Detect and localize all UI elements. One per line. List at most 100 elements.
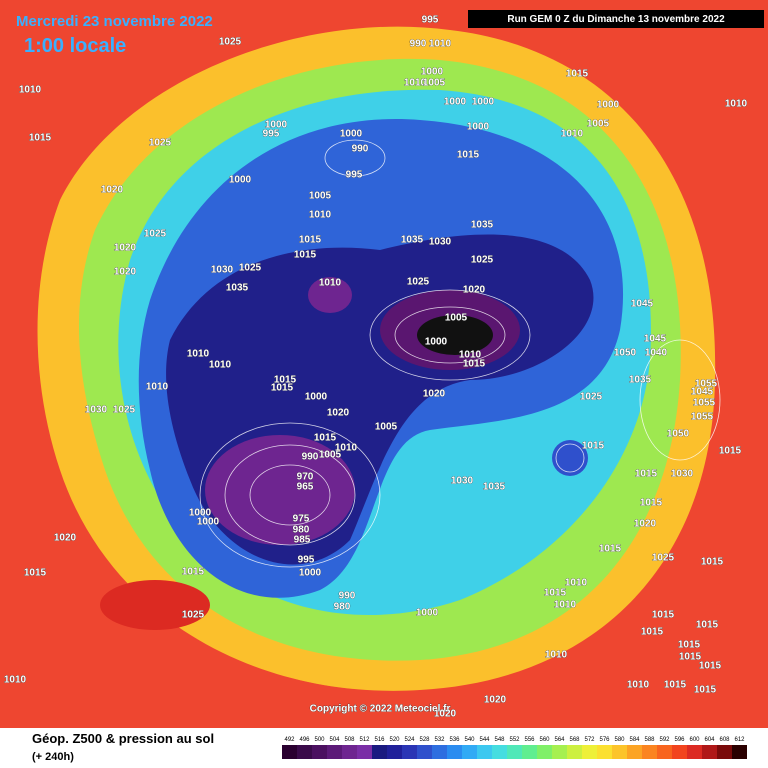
legend-label: 564 [554,737,565,743]
legend-swatch [522,745,537,759]
pressure-label: 1025 [580,392,603,403]
pressure-label: 1055 [691,412,714,423]
legend-swatch [717,745,732,759]
run-info: Run GEM 0 Z du Dimanche 13 novembre 2022 [507,14,725,25]
pressure-label: 1015 [463,359,486,370]
pressure-label: 995 [346,170,363,181]
legend-swatch [672,745,687,759]
pressure-label: 985 [294,535,311,546]
pressure-label: 1015 [294,250,317,261]
legend-label: 520 [389,737,400,743]
pressure-label: 1010 [4,675,27,686]
pressure-label: 1045 [691,387,714,398]
pressure-label: 1005 [319,450,342,461]
pressure-label: 1000 [197,517,220,528]
high-geopotential [100,580,210,630]
legend-label: 604 [704,737,715,743]
pressure-label: 1010 [404,78,427,89]
pressure-label: 1010 [19,85,42,96]
legend-label: 516 [374,737,385,743]
pressure-label: 1010 [309,210,332,221]
pressure-label: 1000 [229,175,252,186]
pressure-label: 980 [334,602,351,613]
pressure-label: 1020 [484,695,507,706]
pressure-label: 1005 [445,313,468,324]
pressure-label: 1015 [274,375,297,386]
pressure-label: 1050 [614,348,637,359]
legend-swatch [507,745,522,759]
legend-swatch [447,745,462,759]
pressure-label: 1005 [423,78,446,89]
pressure-label: 1015 [457,150,480,161]
legend-swatch [372,745,387,759]
pressure-label: 1015 [182,567,205,578]
pressure-label: 1015 [599,544,622,555]
legend-label: 540 [464,737,475,743]
legend-label: 576 [599,737,610,743]
pressure-label: 1015 [652,610,675,621]
pressure-label: 1035 [226,283,249,294]
pressure-label: 1015 [314,433,337,444]
legend-swatch [612,745,627,759]
legend-label: 608 [719,737,730,743]
pressure-label: 1030 [429,237,452,248]
pressure-label: 1005 [587,119,610,130]
low-pressure-core [308,277,352,313]
legend-label: 552 [509,737,520,743]
pressure-label: 1035 [471,220,494,231]
pressure-label: 1010 [565,578,588,589]
pressure-label: 1010 [187,349,210,360]
pressure-label: 1015 [678,640,701,651]
pressure-label: 990 [352,144,369,155]
legend-label: 568 [569,737,580,743]
legend-swatch [537,745,552,759]
pressure-label: 995 [422,15,439,26]
legend-label: 560 [539,737,550,743]
pressure-label: 1010 [335,443,358,454]
footer-lead: (+ 240h) [32,751,74,763]
legend-swatch [357,745,372,759]
pressure-label: 1015 [582,441,605,452]
legend-swatch [282,745,297,759]
pressure-label: 1030 [671,469,694,480]
pressure-label: 1015 [701,557,724,568]
legend-label: 496 [299,737,310,743]
pressure-label: 1030 [451,476,474,487]
pressure-label: 1005 [309,191,332,202]
pressure-label: 1000 [305,392,328,403]
pressure-label: 1025 [407,277,430,288]
pressure-label: 1025 [239,263,262,274]
pressure-label: 1010 [545,650,568,661]
pressure-label: 1015 [699,661,722,672]
pressure-label: 1010 [627,680,650,691]
legend-swatch [702,745,717,759]
pressure-label: 1020 [114,243,137,254]
pressure-label: 1015 [299,235,322,246]
low-pressure-core [205,435,355,545]
legend-label: 524 [404,737,415,743]
pressure-label: 1035 [629,375,652,386]
pressure-label: 1020 [634,519,657,530]
legend-label: 528 [419,737,430,743]
low-pressure-center [417,315,493,355]
pressure-label: 1000 [425,337,448,348]
pressure-label: 1015 [29,133,52,144]
legend-label: 588 [644,737,655,743]
pressure-label: 965 [297,482,314,493]
legend-swatch [462,745,477,759]
legend-swatch [627,745,642,759]
pressure-label: 1015 [544,588,567,599]
legend-swatch [402,745,417,759]
pressure-label: 1005 [375,422,398,433]
legend-label: 584 [629,737,640,743]
pressure-label: 970 [297,472,314,483]
legend-swatch [492,745,507,759]
legend-swatch [417,745,432,759]
legend-swatch [552,745,567,759]
legend-label: 536 [449,737,460,743]
legend-swatch [477,745,492,759]
pressure-label: 1010 [561,129,584,140]
pressure-label: 995 [298,555,315,566]
